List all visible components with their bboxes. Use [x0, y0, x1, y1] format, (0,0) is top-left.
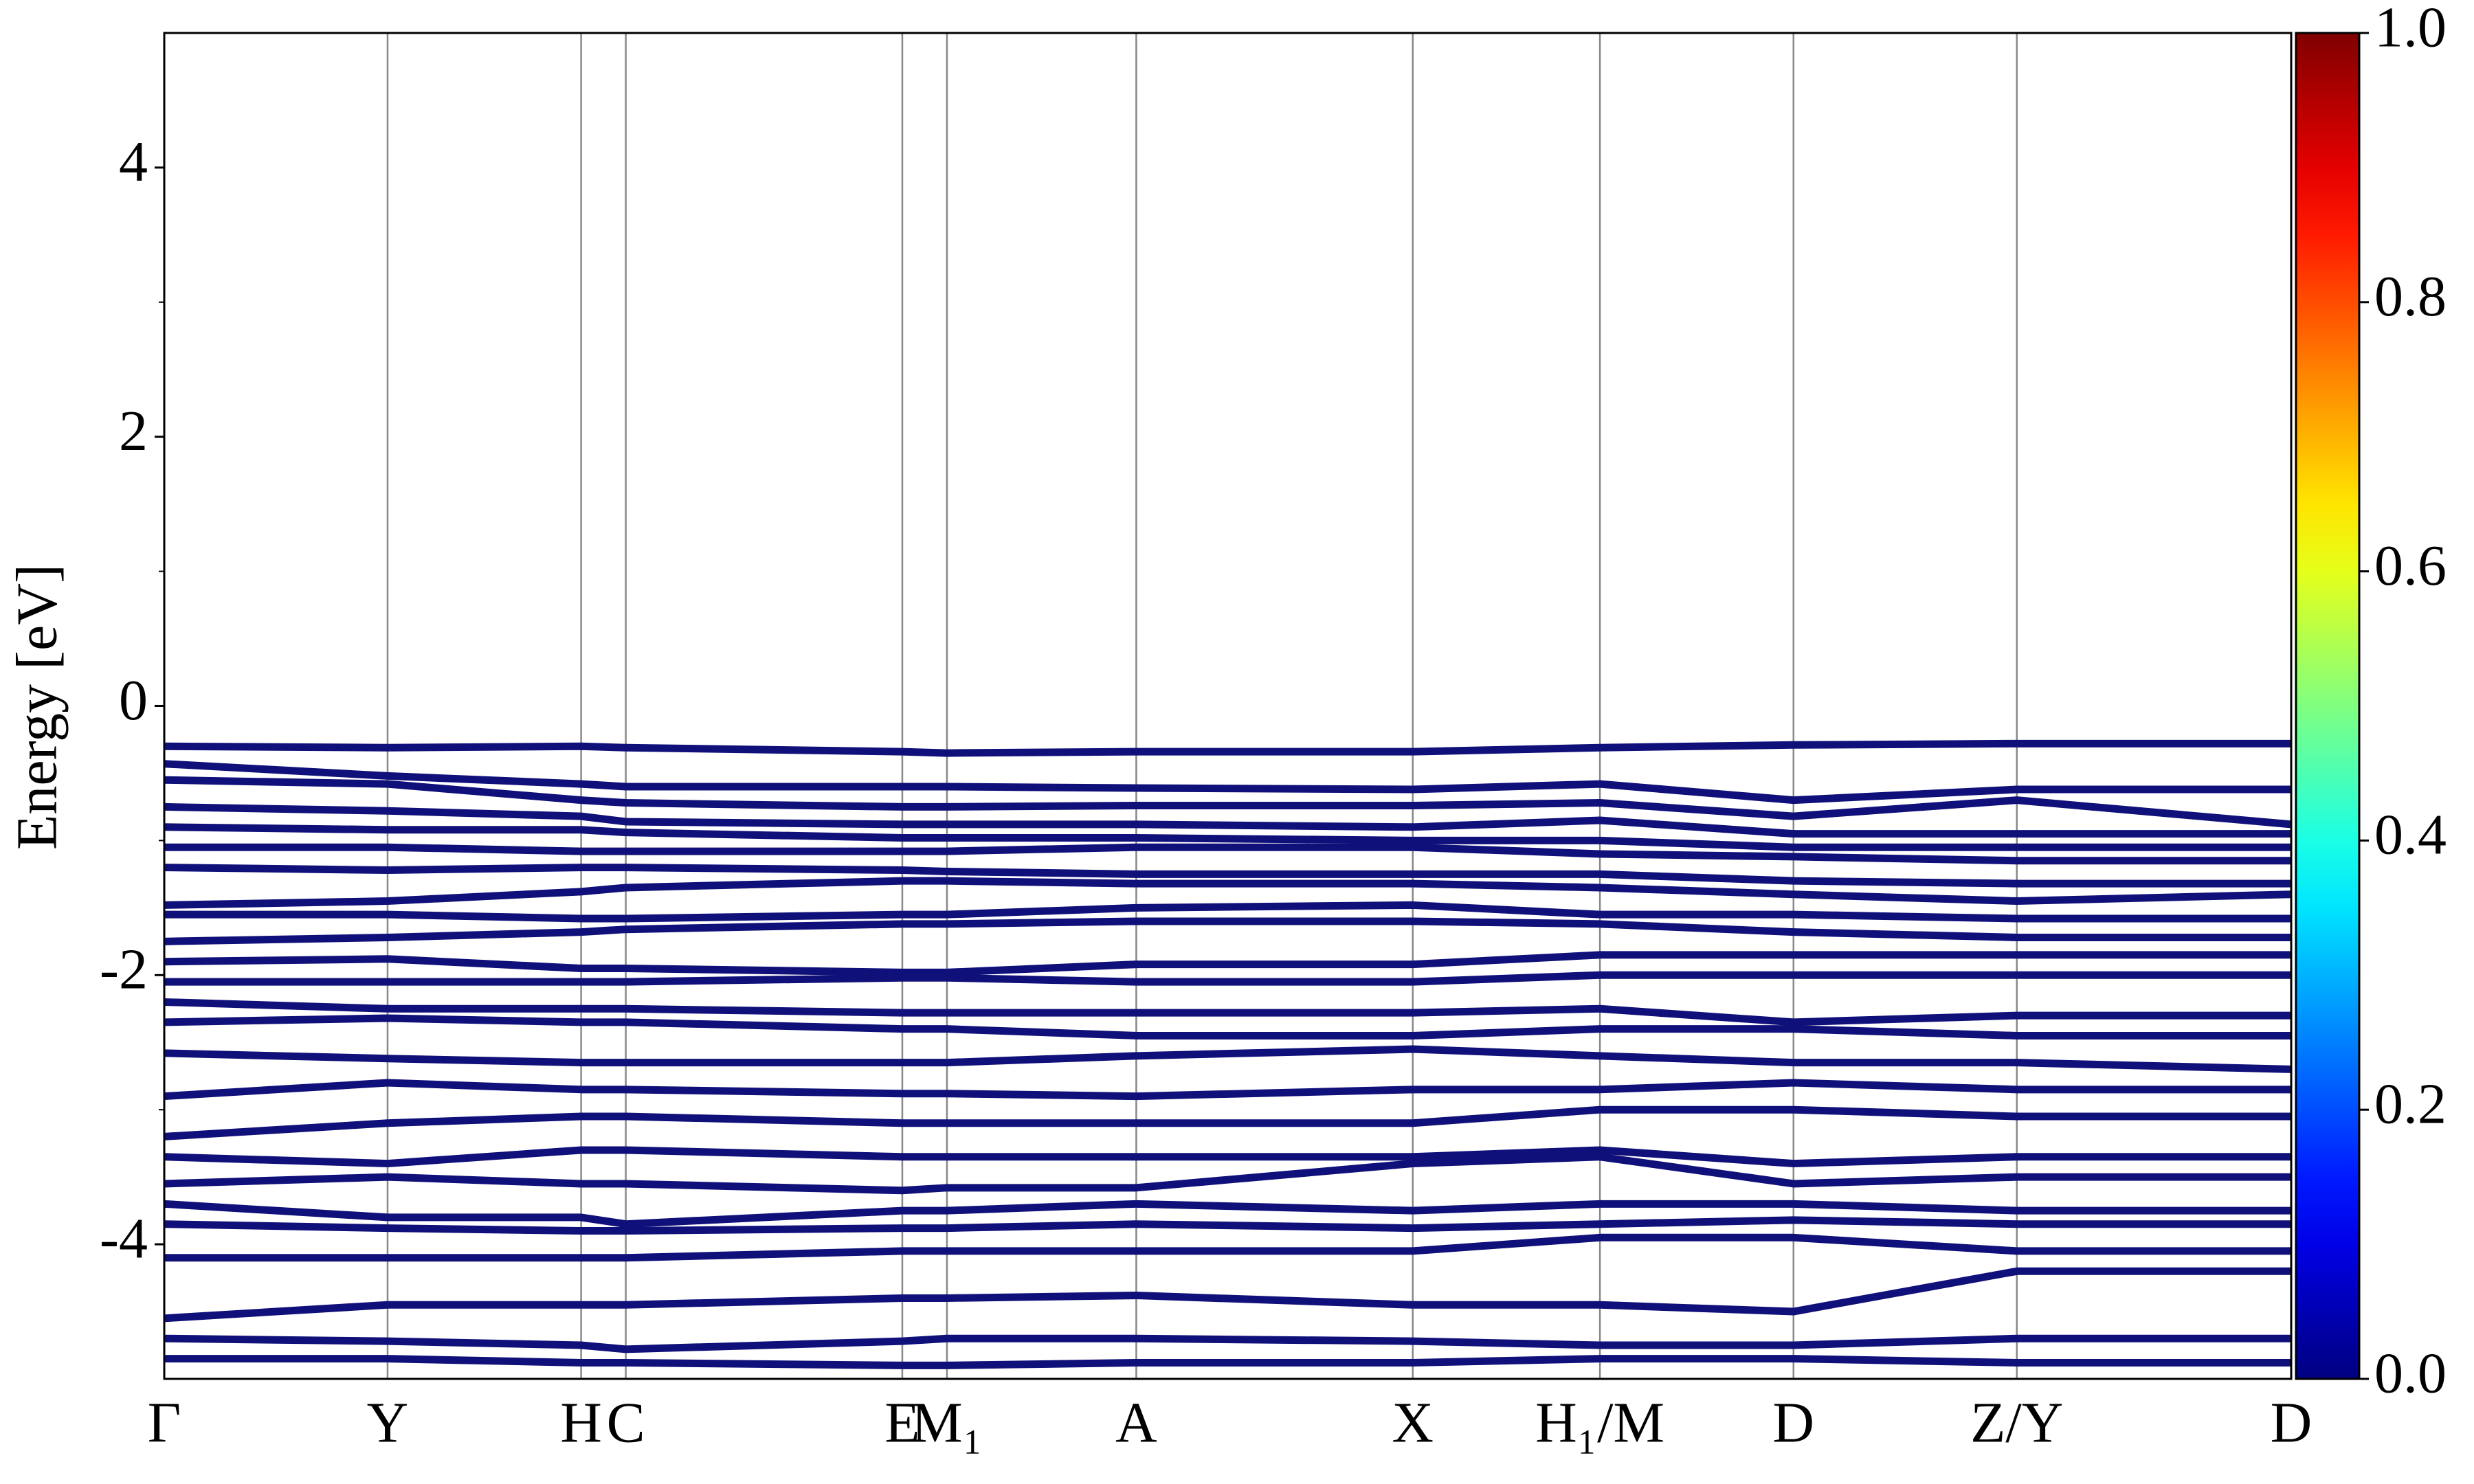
- band: [164, 739, 2291, 757]
- y-tick-label: -4: [100, 1206, 148, 1270]
- y-axis-label: Energy [eV]: [5, 564, 69, 850]
- x-tick-label: E: [884, 1391, 920, 1454]
- band: [164, 1014, 2291, 1039]
- band: [164, 998, 2291, 1026]
- band: [164, 1267, 2291, 1323]
- band: [164, 1233, 2291, 1262]
- band: [164, 1079, 2291, 1101]
- colorbar-tick-label: 0.0: [2374, 1341, 2447, 1405]
- x-tick-label: A: [1115, 1391, 1157, 1454]
- band: [164, 1105, 2291, 1140]
- colorbar-tick-label: 0.2: [2374, 1072, 2447, 1136]
- band: [164, 877, 2291, 909]
- band: [164, 1045, 2291, 1073]
- plot-frame: [163, 32, 2293, 1380]
- band: [164, 1146, 2291, 1168]
- band: [164, 1216, 2291, 1235]
- band: [164, 1200, 2291, 1228]
- x-tick-label: D: [1772, 1391, 1814, 1454]
- band: [164, 776, 2291, 829]
- x-tick-label: Y: [367, 1391, 409, 1454]
- band: [164, 951, 2291, 976]
- band: [164, 864, 2291, 888]
- band: [164, 760, 2291, 805]
- band: [164, 802, 2291, 838]
- band: [164, 823, 2291, 851]
- colorbar-tick-label: 1.0: [2374, 0, 2447, 59]
- band: [164, 843, 2291, 865]
- band: [164, 1153, 2291, 1195]
- colorbar-tick-label: 0.6: [2374, 534, 2447, 598]
- colorbar: [2295, 32, 2361, 1380]
- band: [164, 1334, 2291, 1353]
- x-tick-label: Γ: [148, 1391, 181, 1454]
- y-tick-label: 4: [119, 130, 148, 194]
- band: [164, 971, 2291, 986]
- y-tick-label: 0: [119, 668, 148, 732]
- band: [164, 901, 2291, 923]
- x-tick-label: M₁: [911, 1391, 983, 1454]
- band: [164, 1355, 2291, 1369]
- x-tick-label: C: [607, 1391, 645, 1454]
- y-tick-label: 2: [119, 399, 148, 463]
- x-tick-label: X: [1392, 1391, 1434, 1454]
- band: [164, 917, 2291, 945]
- colorbar-tick-label: 0.4: [2374, 803, 2447, 867]
- x-tick-label: H₁/M: [1535, 1391, 1664, 1454]
- bands: [164, 739, 2291, 1369]
- y-tick-label: -2: [100, 938, 148, 1002]
- x-tick-label: Z/Y: [1970, 1391, 2063, 1454]
- x-tick-label: H: [560, 1391, 602, 1454]
- x-tick-label: D: [2271, 1391, 2313, 1454]
- colorbar-tick-label: 0.8: [2374, 265, 2447, 328]
